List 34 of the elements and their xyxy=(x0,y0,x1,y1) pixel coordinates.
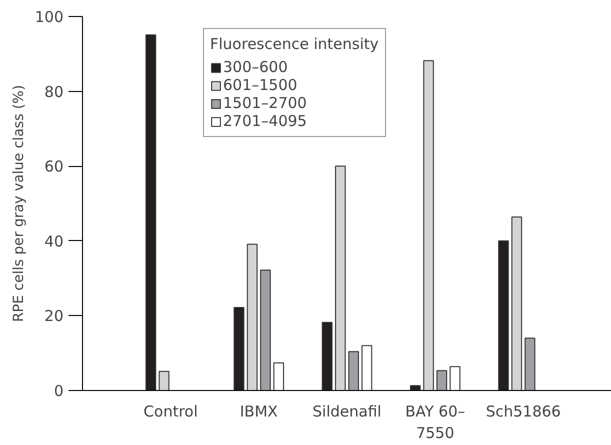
y-tick-label: 0 xyxy=(54,382,64,400)
y-tick-label: 20 xyxy=(44,307,64,326)
y-tick-label: 80 xyxy=(44,82,64,101)
bar xyxy=(511,216,522,390)
legend-label: 2701–4095 xyxy=(223,112,307,130)
bar xyxy=(450,366,460,390)
bar xyxy=(273,362,284,390)
y-axis-title: RPE cells per gray value class (%) xyxy=(10,84,27,322)
bar xyxy=(348,351,359,390)
bar xyxy=(260,270,271,390)
legend-label: 601–1500 xyxy=(223,76,298,94)
y-tick-label: 60 xyxy=(44,158,64,176)
bar xyxy=(410,385,421,390)
x-tick-label: IBMX xyxy=(240,402,278,420)
legend-label: 1501–2700 xyxy=(223,94,307,112)
x-tick-label: Control xyxy=(144,402,198,420)
legend-title: Fluorescence intensity xyxy=(210,35,379,53)
y-tick-label: 40 xyxy=(44,232,64,250)
bar xyxy=(498,240,509,390)
bar xyxy=(423,60,434,390)
bar xyxy=(158,370,170,390)
bar xyxy=(246,244,258,390)
x-tick-label: BAY 60–7550 xyxy=(405,402,466,442)
bar xyxy=(361,345,372,390)
bar xyxy=(234,306,244,390)
x-tick-label: Sildenafil xyxy=(312,402,382,420)
bar xyxy=(436,370,448,390)
y-tick-label: 100 xyxy=(34,8,64,26)
bar xyxy=(145,34,156,390)
bar xyxy=(335,166,346,390)
bar xyxy=(524,338,536,390)
bar xyxy=(322,322,333,390)
legend-label: 300–600 xyxy=(223,58,288,76)
x-tick-label: Sch51866 xyxy=(486,402,561,420)
